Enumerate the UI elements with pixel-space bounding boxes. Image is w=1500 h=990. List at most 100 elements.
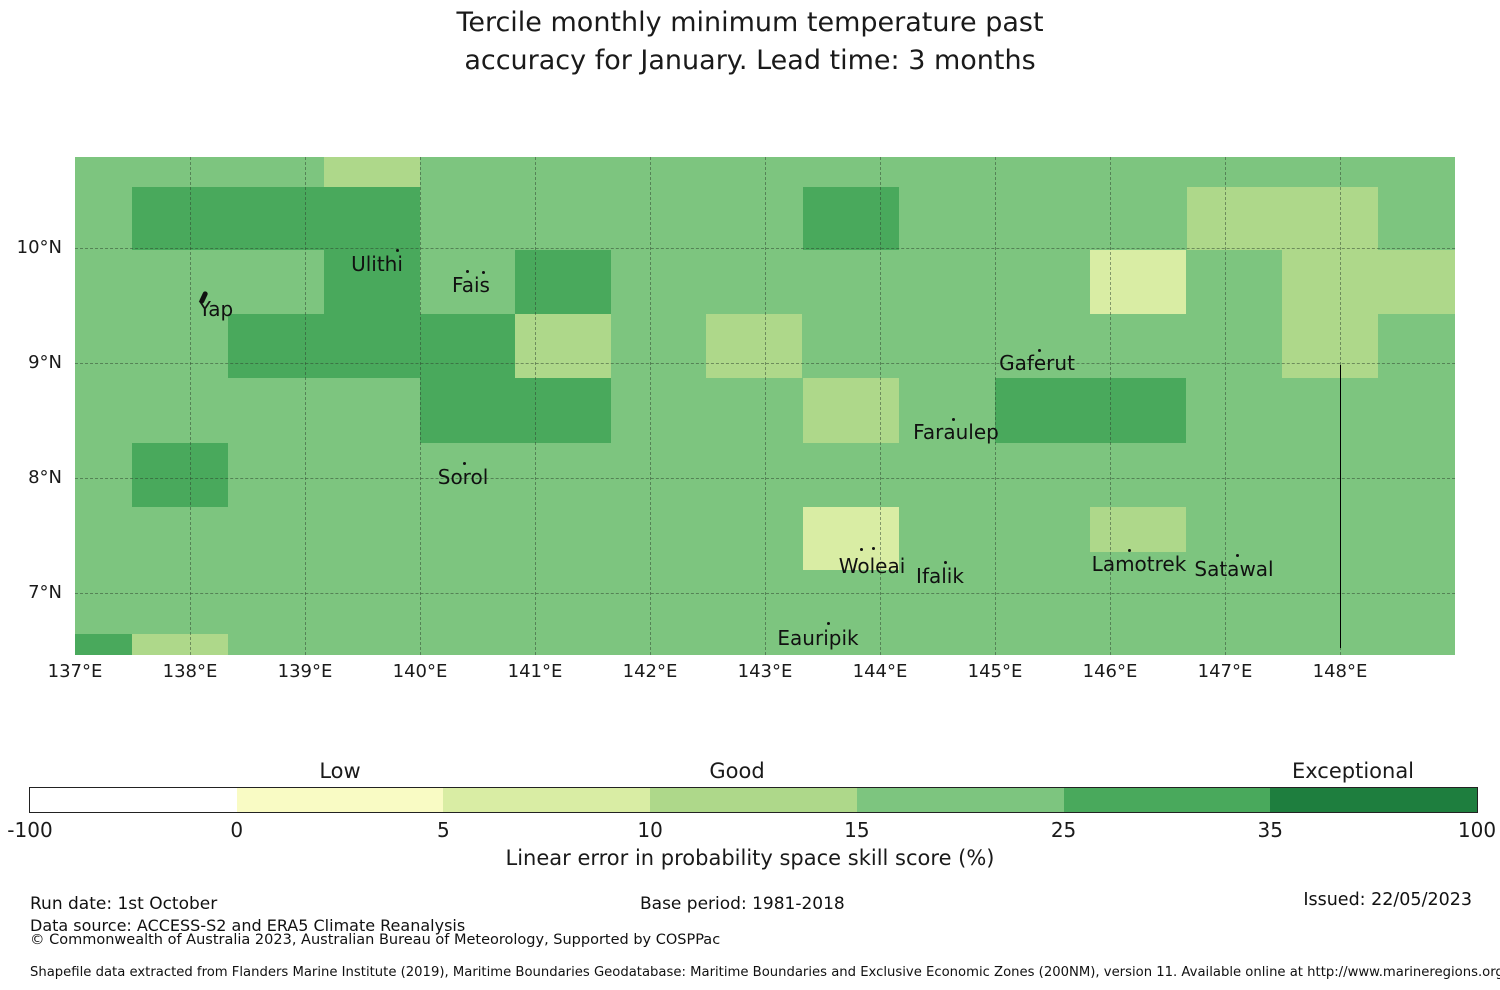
- gridline-horizontal: [75, 478, 1455, 479]
- heatmap-cell: [132, 443, 228, 507]
- gridline-horizontal: [75, 363, 1455, 364]
- colorbar-segment-25-35: [1063, 788, 1271, 812]
- x-tick-label: 140°E: [392, 661, 448, 682]
- eez-boundary-line: [1340, 365, 1341, 648]
- island-marker-icon: [944, 561, 947, 564]
- heatmap-cell: [420, 378, 611, 443]
- island-label-eauripik: Eauripik: [777, 626, 859, 650]
- footer-copyright: © Commonwealth of Australia 2023, Austra…: [30, 932, 721, 948]
- gridline-vertical: [305, 157, 306, 655]
- colorbar-category-label: Exceptional: [1291, 759, 1415, 783]
- heatmap-cell: [803, 507, 899, 570]
- colorbar-tick-label: 10: [637, 818, 663, 842]
- x-tick-label: 142°E: [622, 661, 678, 682]
- x-tick-label: 146°E: [1082, 661, 1138, 682]
- x-tick-label: 137°E: [47, 661, 103, 682]
- x-tick-label: 138°E: [162, 661, 218, 682]
- island-marker-icon: [466, 270, 469, 273]
- colorbar-segment-35-100: [1270, 788, 1477, 812]
- island-label-fais: Fais: [452, 273, 490, 297]
- y-tick-label: 10°N: [16, 237, 62, 258]
- x-tick-label: 145°E: [967, 661, 1023, 682]
- gridline-vertical: [995, 157, 996, 655]
- island-marker-icon: [860, 548, 863, 551]
- colorbar-segment--100-0: [30, 788, 237, 812]
- gridline-vertical: [420, 157, 421, 655]
- heatmap-cell: [132, 634, 228, 655]
- gridline-vertical: [1110, 157, 1111, 655]
- island-label-faraulep: Faraulep: [913, 420, 999, 444]
- colorbar-segment-0-5: [236, 788, 444, 812]
- colorbar-tick-label: -100: [7, 818, 53, 842]
- island-marker-icon: [482, 271, 485, 274]
- heatmap-cell: [132, 187, 420, 250]
- colorbar-category-label: Good: [709, 759, 765, 783]
- island-label-lamotrek: Lamotrek: [1091, 552, 1187, 576]
- heatmap-cell: [1187, 187, 1378, 250]
- map-heatmap: Yap Ulithi Fais Sorol Gaferut Faraulep Woleai I…: [75, 157, 1455, 655]
- gridline-vertical: [535, 157, 536, 655]
- y-tick-label: 7°N: [28, 582, 62, 603]
- y-tick-label: 9°N: [28, 352, 62, 373]
- x-tick-label: 143°E: [737, 661, 793, 682]
- colorbar-segment-15-25: [856, 788, 1064, 812]
- gridline-vertical: [650, 157, 651, 655]
- heatmap-cell: [515, 314, 611, 378]
- footer-shapefile-note: Shapefile data extracted from Flanders M…: [30, 965, 1500, 980]
- gridline-vertical: [190, 157, 191, 655]
- heatmap-cell: [324, 157, 420, 187]
- colorbar-tick-label: 100: [1457, 818, 1497, 842]
- heatmap-cell: [228, 314, 515, 378]
- x-tick-label: 147°E: [1197, 661, 1253, 682]
- x-tick-label: 148°E: [1312, 661, 1368, 682]
- colorbar-category-label: Low: [319, 759, 361, 783]
- colorbar-tick-label: 35: [1257, 818, 1283, 842]
- chart-title-line2: accuracy for January. Lead time: 3 month…: [464, 45, 1036, 76]
- heatmap-cell: [75, 634, 132, 655]
- colorbar-segment-10-15: [650, 788, 857, 812]
- island-label-gaferut: Gaferut: [999, 351, 1075, 375]
- island-marker-icon: [872, 547, 875, 550]
- island-marker-icon: [463, 462, 466, 465]
- heatmap-cell: [803, 187, 899, 250]
- x-tick-label: 144°E: [852, 661, 908, 682]
- footer-base-period: Base period: 1981-2018: [640, 894, 845, 914]
- y-tick-label: 8°N: [28, 467, 62, 488]
- footer-run-date: Run date: 1st October: [30, 894, 218, 914]
- heatmap-cell: [803, 378, 899, 443]
- colorbar-tick-label: 5: [437, 818, 450, 842]
- x-tick-label: 141°E: [507, 661, 563, 682]
- colorbar-tick-label: 25: [1050, 818, 1077, 842]
- island-marker-icon: [1236, 554, 1239, 557]
- x-tick-label: 139°E: [277, 661, 333, 682]
- heatmap-cell: [1282, 250, 1378, 378]
- gridline-vertical: [765, 157, 766, 655]
- island-marker-icon: [827, 622, 830, 625]
- island-label-ulithi: Ulithi: [351, 252, 403, 276]
- island-label-sorol: Sorol: [437, 465, 489, 489]
- gridline-vertical: [1225, 157, 1226, 655]
- heatmap-cell: [706, 314, 802, 378]
- colorbar: [29, 787, 1478, 813]
- island-label-satawal: Satawal: [1194, 557, 1274, 581]
- heatmap-cell: [1378, 250, 1455, 314]
- colorbar-tick-label: 0: [230, 818, 244, 842]
- island-label-ifalik: Ifalik: [916, 564, 964, 588]
- footer-issued: Issued: 22/05/2023: [1303, 890, 1472, 910]
- heatmap-cell: [515, 250, 611, 314]
- heatmap-cell: [324, 250, 420, 314]
- chart-title: Tercile monthly minimum temperature past…: [0, 4, 1500, 80]
- gridline-vertical: [880, 157, 881, 655]
- colorbar-tick-label: 15: [844, 818, 870, 842]
- colorbar-axis-label: Linear error in probability space skill …: [505, 846, 995, 870]
- island-marker-icon: [952, 418, 955, 421]
- gridline-horizontal: [75, 248, 1455, 249]
- island-marker-icon: [1038, 349, 1041, 352]
- heatmap-cell: [1090, 250, 1186, 314]
- colorbar-segment-5-10: [443, 788, 651, 812]
- heatmap-cell: [995, 378, 1186, 443]
- island-marker-icon: [396, 249, 399, 252]
- gridline-horizontal: [75, 593, 1455, 594]
- heatmap-cell: [1090, 507, 1186, 552]
